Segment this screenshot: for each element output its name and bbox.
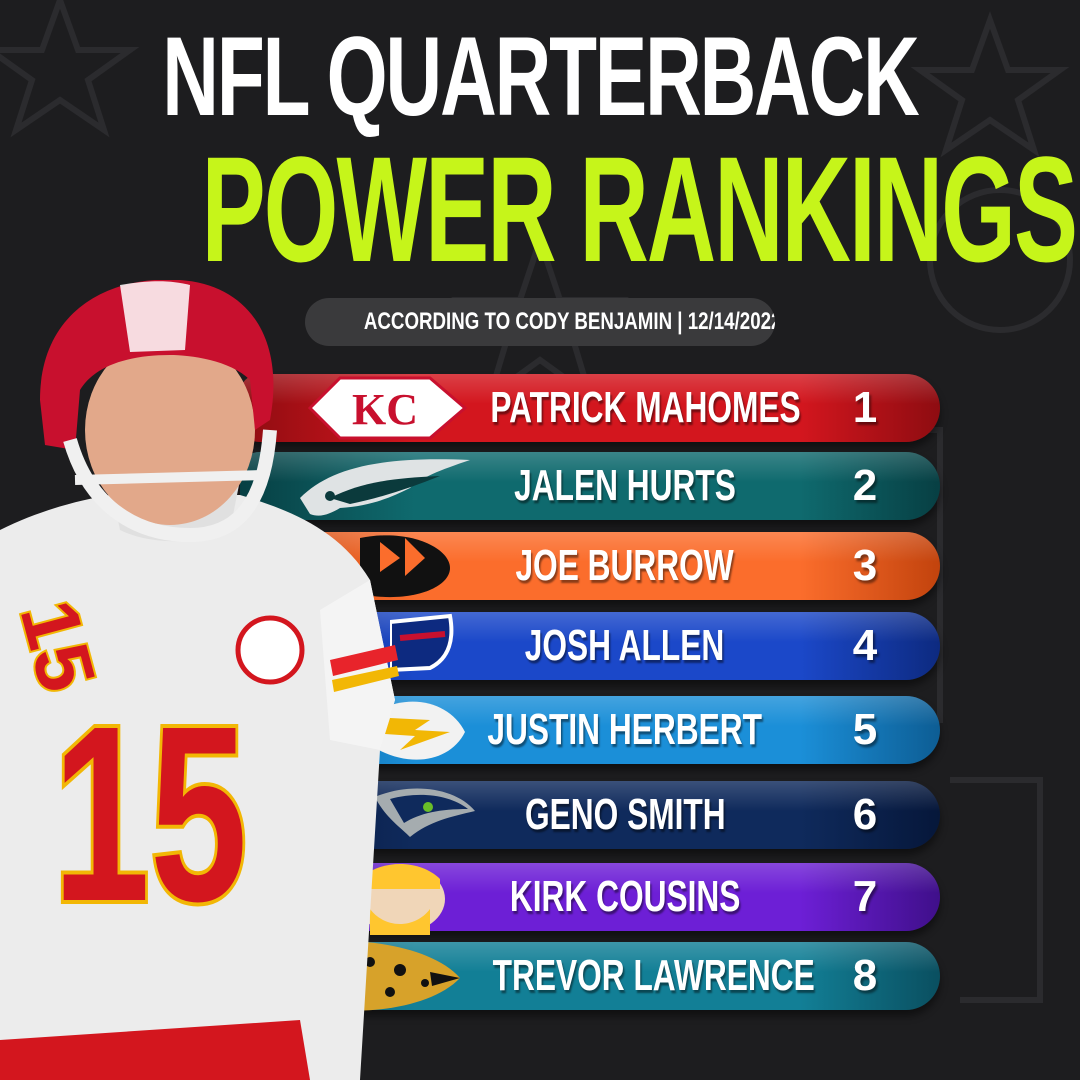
player-name: JOSH ALLEN bbox=[430, 612, 820, 680]
player-name-text: JOE BURROW bbox=[515, 541, 735, 590]
ranking-row: KIRK COUSINS 7 bbox=[240, 863, 950, 937]
player-name-text: JALEN HURTS bbox=[514, 461, 736, 510]
player-name-text: JOSH ALLEN bbox=[525, 621, 725, 670]
byline-pill: ACCORDING TO CODY BENJAMIN | 12/14/2022 bbox=[305, 298, 775, 346]
player-name: GENO SMITH bbox=[430, 781, 820, 849]
player-name: JOE BURROW bbox=[430, 532, 820, 600]
chiefs-logo-text: KC bbox=[352, 385, 418, 434]
player-name-text: GENO SMITH bbox=[524, 790, 726, 839]
player-name-text: KIRK COUSINS bbox=[509, 872, 741, 921]
afc-patch-icon bbox=[235, 615, 305, 685]
player-name: JUSTIN HERBERT bbox=[430, 696, 820, 764]
seahawks-logo-icon bbox=[375, 788, 475, 837]
player-name: KIRK COUSINS bbox=[430, 863, 820, 931]
rank-number: 2 bbox=[852, 461, 878, 510]
rank-number: 6 bbox=[852, 790, 878, 839]
player-name-text: PATRICK MAHOMES bbox=[490, 383, 801, 432]
byline-text: ACCORDING TO CODY BENJAMIN | 12/14/2022 bbox=[363, 308, 775, 335]
ranking-row: JALEN HURTS 2 bbox=[240, 452, 950, 526]
player-name: PATRICK MAHOMES bbox=[430, 374, 820, 442]
player-name: JALEN HURTS bbox=[430, 452, 820, 520]
player-photo: 15 15 bbox=[0, 280, 399, 1080]
rank-number: 4 bbox=[852, 621, 878, 670]
bengals-logo-icon bbox=[360, 535, 450, 598]
jersey-number: 15 bbox=[53, 674, 248, 953]
player-name-text: JUSTIN HERBERT bbox=[487, 705, 763, 754]
chiefs-logo-icon: KC bbox=[307, 376, 468, 440]
eagles-logo-icon bbox=[300, 459, 470, 516]
ranking-row: KC PATRICK MAHOMES 1 bbox=[240, 374, 950, 448]
chargers-logo-icon bbox=[375, 701, 465, 760]
player-name: TREVOR LAWRENCE bbox=[430, 942, 820, 1010]
player-name-text: TREVOR LAWRENCE bbox=[492, 951, 815, 1000]
rank-number: 7 bbox=[852, 872, 878, 921]
vikings-logo-icon bbox=[355, 864, 445, 935]
rank-number: 1 bbox=[852, 383, 878, 432]
bills-logo-icon bbox=[390, 613, 454, 673]
rank-number: 5 bbox=[852, 705, 878, 754]
rank-number: 3 bbox=[852, 541, 878, 590]
title-line-2: POWER RANKINGS bbox=[201, 125, 1078, 293]
rank-number: 8 bbox=[852, 951, 878, 1000]
title-line-1: NFL QUARTERBACK bbox=[162, 14, 919, 139]
